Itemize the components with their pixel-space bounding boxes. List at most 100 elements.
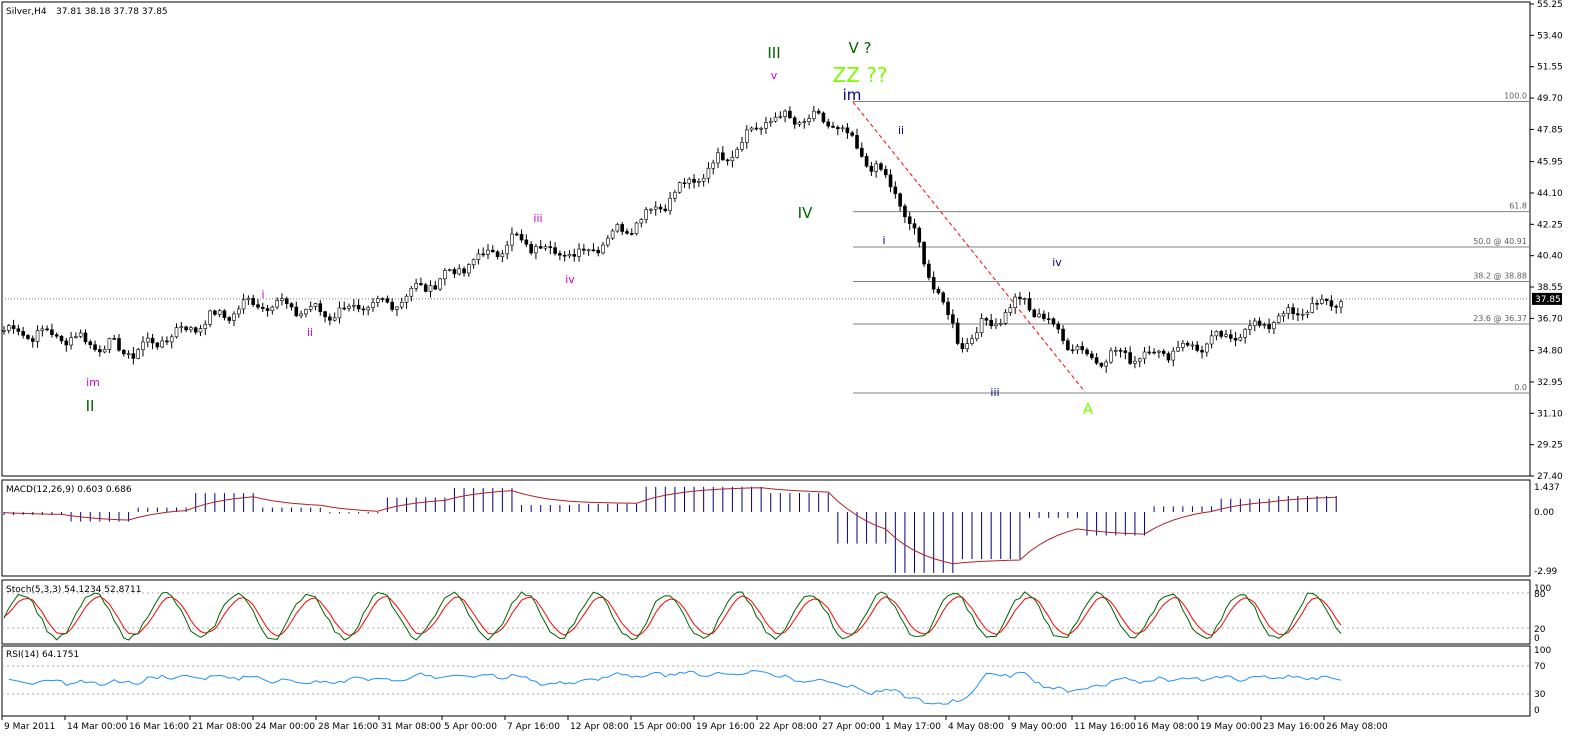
candle-body [265, 308, 270, 311]
candle-body [1161, 350, 1166, 354]
time-tick-label: 7 Apr 16:00 [507, 722, 560, 732]
wave-label: im [843, 86, 862, 104]
candle-body [1224, 334, 1228, 337]
candle-body [735, 149, 739, 158]
wave-label: ii [898, 124, 904, 137]
candle-body [601, 244, 605, 254]
candle-body [974, 332, 979, 340]
candle-body [927, 263, 931, 278]
stoch-tick-100: 100 [1534, 584, 1551, 594]
candle-body [69, 337, 73, 346]
candle-body [812, 110, 816, 119]
rsi-label: RSI(14) 64.1751 [6, 650, 79, 660]
candle-body [35, 330, 40, 342]
candle-body [836, 127, 840, 130]
candle-body [342, 307, 347, 310]
candle-body [697, 180, 701, 183]
candle-body [629, 233, 634, 235]
candle-body [404, 295, 409, 303]
candle-body [337, 307, 342, 319]
candle-body [1113, 349, 1118, 352]
wave-label: im [86, 376, 100, 389]
candle-body [649, 208, 653, 211]
candle-body [562, 254, 567, 257]
candle-body [855, 135, 859, 149]
candle-body [471, 259, 476, 265]
candle-body [1171, 350, 1176, 361]
candle-body [83, 332, 88, 343]
wave-label: V ? [849, 39, 872, 57]
candle-body [481, 253, 486, 256]
candle-body [203, 324, 208, 329]
price-tick-label: 29.25 [1537, 441, 1563, 451]
candle-body [213, 310, 217, 315]
candle-body [1022, 298, 1027, 300]
candle-body [831, 125, 835, 128]
candle-body [1075, 346, 1080, 351]
candle-body [284, 298, 289, 304]
candle-body [457, 268, 462, 275]
candle-body [625, 231, 629, 234]
candle-body [141, 341, 145, 350]
candle-body [1176, 347, 1180, 352]
rsi-panel-frame [1, 645, 1531, 717]
time-tick-label: 26 May 08:00 [1326, 722, 1388, 732]
candle-body [289, 303, 294, 308]
macd-signal-line [3, 487, 1337, 565]
candle-body [16, 328, 21, 332]
candle-body [399, 302, 404, 308]
price-tick-label: 53.40 [1537, 31, 1563, 41]
candle-body [903, 205, 907, 218]
candle-body [280, 298, 284, 301]
candle-body [816, 110, 821, 114]
wave-label: II [86, 397, 95, 415]
candle-body [1008, 307, 1013, 313]
candle-body [1320, 298, 1324, 304]
stoch-tick-0: 0 [1534, 634, 1540, 644]
wave-label: i [261, 288, 264, 301]
candle-body [270, 306, 275, 311]
candle-body [1248, 325, 1252, 330]
candle-body [1166, 353, 1171, 361]
candle-body [687, 178, 692, 184]
macd-panel-frame [1, 479, 1531, 577]
candle-body [409, 287, 414, 297]
candle-body [888, 174, 893, 188]
candle-body [1185, 342, 1190, 346]
candle-body [332, 317, 337, 321]
candle-body [165, 340, 169, 343]
candle-body [514, 233, 519, 236]
candle-body [778, 116, 783, 118]
price-tick-label: 36.70 [1537, 314, 1563, 324]
candle-body [922, 241, 926, 265]
candle-body [639, 219, 644, 224]
candle-body [1267, 324, 1271, 330]
candle-body [1286, 307, 1291, 314]
time-tick-label: 5 Apr 00:00 [444, 722, 497, 732]
candle-body [879, 163, 883, 170]
candle-body [1205, 343, 1209, 353]
candle-body [730, 156, 735, 162]
candle-body [1123, 350, 1128, 353]
candle-body [150, 337, 155, 344]
candle-body [768, 120, 773, 123]
candle-body [112, 338, 117, 340]
candle-body [797, 122, 802, 125]
candle-body [1085, 349, 1089, 355]
wave-label: ZZ ?? [833, 63, 888, 87]
candle-body [711, 162, 716, 169]
candle-body [328, 316, 332, 321]
candle-body [534, 246, 538, 254]
candle-body [21, 331, 25, 336]
candle-body [538, 246, 543, 249]
candle-body [663, 208, 668, 212]
price-tick-label: 34.80 [1537, 347, 1563, 357]
candle-body [26, 335, 30, 339]
time-tick-label: 22 Apr 08:00 [759, 722, 818, 732]
candle-body [347, 305, 351, 309]
candle-body [1291, 307, 1295, 315]
candle-body [558, 253, 562, 256]
candle-body [572, 254, 577, 257]
stoch-main-line [3, 591, 1342, 641]
